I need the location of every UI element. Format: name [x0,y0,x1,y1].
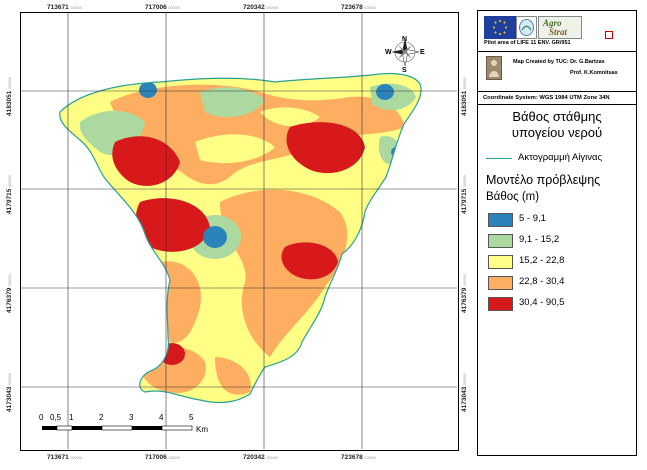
map-prof: Prof. K.Komnitsas [570,70,618,76]
compass-w: W [385,49,392,56]
depth-zone-9-15 [200,87,265,118]
coord-bottom: 713671 000000 [47,454,83,461]
scale-label: 3 [129,413,134,422]
coord-top: 723678 000000 [341,4,377,11]
coastline-line-icon [486,158,512,159]
agrostrat-logo: Agro Strat [538,16,582,39]
scale-label: 4 [159,413,164,422]
pilot-area-label: Pilot area of LIFE 11 ENV. GR/951 [484,40,571,46]
depth-zone-30-90 [112,136,180,186]
compass-s: S [402,67,407,74]
depth-zone-22-30 [220,189,348,357]
locator-marker-icon [605,31,613,39]
map-created-by: Map Created by TUC: Dr. G.Bartzas [513,59,605,65]
coastline-label: Ακτογραμμή Αίγινας [518,152,603,163]
north-arrow-icon [391,38,420,67]
depth-zone-5-9 [139,82,157,98]
depth-zone-30-90 [135,198,210,252]
class-swatch [488,276,513,290]
map-title-line-2: υπογείου νερού [511,125,603,140]
coord-right: 4176379 000000 [461,274,468,313]
scale-label: 1 [69,413,74,422]
legend-separator [478,51,636,52]
depth-zone-30-90 [281,242,338,280]
coordinate-system-label: Coordinate System: WGS 1984 UTM Zone 34N [483,95,610,101]
coordinate-grid [20,12,457,449]
life-logo-icon [516,16,537,39]
legend-separator [478,91,636,92]
coord-left: 4179715 000000 [6,175,13,214]
coord-top: 717006 000000 [145,4,181,11]
depth-zone-30-90 [286,122,365,174]
coord-right: 4173043 000000 [461,373,468,412]
scale-bar [42,425,193,431]
depth-zone-5-9 [203,226,227,248]
tuc-logo-icon [486,56,502,80]
scale-label: 0,5 [50,413,62,422]
depth-zone-5-9 [376,84,394,100]
class-swatch [488,234,513,248]
class-swatch [488,297,513,311]
class-swatch [488,255,513,269]
coord-left: 4176379 000000 [6,274,13,313]
coord-left: 4183051 000000 [6,77,13,116]
scale-label: 2 [99,413,104,422]
depth-zone-22-30 [215,357,251,395]
model-title: Μοντέλο πρόβλεψης [486,173,601,187]
coord-bottom: 717006 000000 [145,454,181,461]
map-title-line-1: Βάθος στάθμης [512,109,602,124]
scale-label: 0 [39,413,44,422]
compass-e: E [420,49,425,56]
class-swatch [488,213,513,227]
scale-label: 5 [189,413,194,422]
map-title: Βάθος στάθμης υπογείου νερού [478,109,636,141]
coord-left: 4173043 000000 [6,373,13,412]
depth-label: Βάθος (m) [486,191,540,203]
coord-top: 713671 000000 [47,4,83,11]
legend-panel: Agro Strat Pilot area of LIFE 11 ENV. GR… [477,10,637,456]
coord-bottom: 723678 000000 [341,454,377,461]
aegina-coastline [59,72,422,404]
scale-unit: Km [196,425,208,434]
legend-separator [478,104,636,105]
coord-right: 4179715 000000 [461,175,468,214]
eu-flag-icon [484,16,516,39]
compass-n: N [402,36,408,43]
depth-zone-15-22 [195,134,275,164]
groundwater-depth-map [20,12,457,449]
coord-right: 4183051 000000 [461,77,468,116]
depth-zone-15-22 [260,107,320,127]
depth-zone-22-30 [110,84,405,185]
coord-bottom: 720342 000000 [243,454,279,461]
coord-top: 720342 000000 [243,4,279,11]
